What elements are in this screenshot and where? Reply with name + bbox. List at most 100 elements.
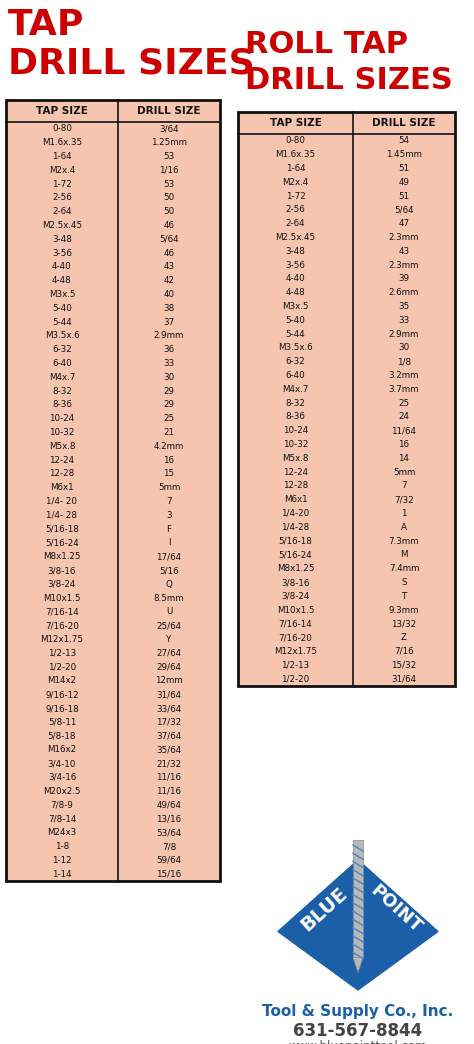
Text: 6-40: 6-40: [52, 359, 72, 367]
Text: 1/16: 1/16: [159, 166, 179, 174]
Text: 13/16: 13/16: [156, 814, 182, 824]
Text: 1-64: 1-64: [286, 164, 305, 173]
Text: 43: 43: [164, 262, 174, 271]
Text: M10x1.5: M10x1.5: [277, 606, 314, 615]
Text: A: A: [401, 523, 407, 531]
Text: M1.6x.35: M1.6x.35: [42, 138, 82, 147]
Text: 5/16-18: 5/16-18: [279, 537, 312, 546]
Text: 3-48: 3-48: [285, 246, 305, 256]
Text: 5/16-24: 5/16-24: [45, 539, 79, 547]
Text: M2x.4: M2x.4: [49, 166, 75, 174]
Text: 50: 50: [164, 193, 174, 203]
Text: 9/16-12: 9/16-12: [45, 690, 79, 699]
Text: 7: 7: [166, 497, 172, 506]
Text: 53/64: 53/64: [156, 828, 182, 837]
Text: TAP SIZE: TAP SIZE: [36, 106, 88, 116]
Text: 3-48: 3-48: [52, 235, 72, 244]
Text: 3/8-16: 3/8-16: [281, 578, 310, 587]
Bar: [353, 840, 363, 957]
Text: M2x.4: M2x.4: [283, 177, 309, 187]
Text: 631-567-8844: 631-567-8844: [293, 1022, 423, 1040]
Text: 11/16: 11/16: [156, 773, 182, 782]
Text: M8x1.25: M8x1.25: [277, 564, 314, 573]
Text: 1/8: 1/8: [397, 357, 411, 366]
Text: 31/64: 31/64: [392, 674, 417, 684]
Text: 36: 36: [164, 346, 174, 354]
Text: 1-72: 1-72: [52, 180, 72, 189]
Text: 4-48: 4-48: [286, 288, 305, 298]
Text: Tool & Supply Co., Inc.: Tool & Supply Co., Inc.: [263, 1004, 454, 1019]
Text: 1/2-20: 1/2-20: [48, 663, 76, 671]
Text: 27/64: 27/64: [156, 648, 182, 658]
Text: Y: Y: [166, 635, 172, 644]
Text: DRILL SIZES: DRILL SIZES: [8, 46, 255, 80]
Text: 9/16-18: 9/16-18: [45, 704, 79, 713]
Text: 0-80: 0-80: [52, 124, 72, 134]
Text: 2.6mm: 2.6mm: [389, 288, 419, 298]
Text: 25/64: 25/64: [156, 621, 182, 631]
Text: 30: 30: [164, 373, 174, 382]
Text: 7/32: 7/32: [394, 495, 414, 504]
Text: 5/16: 5/16: [159, 566, 179, 575]
Text: 7/16: 7/16: [394, 647, 414, 656]
Text: U: U: [166, 608, 172, 616]
Text: M20x2.5: M20x2.5: [43, 787, 81, 796]
Text: 2.9mm: 2.9mm: [154, 331, 184, 340]
Text: 7.4mm: 7.4mm: [389, 564, 419, 573]
Text: M3.5x.6: M3.5x.6: [45, 331, 79, 340]
Text: 5-44: 5-44: [52, 317, 72, 327]
Text: M3x.5: M3x.5: [282, 302, 309, 311]
Text: 10-24: 10-24: [283, 426, 308, 435]
Polygon shape: [353, 957, 363, 973]
Text: POINT: POINT: [367, 882, 425, 936]
Text: M2.5x.45: M2.5x.45: [275, 233, 316, 242]
Text: 40: 40: [164, 290, 174, 299]
Text: 5/64: 5/64: [159, 235, 179, 244]
Text: M10x1.5: M10x1.5: [43, 594, 81, 602]
Text: 6-40: 6-40: [286, 371, 305, 380]
Text: 2.9mm: 2.9mm: [389, 330, 419, 338]
Text: 31/64: 31/64: [156, 690, 182, 699]
Text: 12-24: 12-24: [283, 468, 308, 477]
Text: 7/8-9: 7/8-9: [51, 801, 73, 809]
Text: TAP: TAP: [8, 8, 84, 42]
Text: M12x1.75: M12x1.75: [40, 635, 83, 644]
Text: 51: 51: [399, 192, 410, 200]
Text: 33: 33: [164, 359, 174, 367]
Text: 59/64: 59/64: [156, 856, 182, 864]
Text: ROLL TAP: ROLL TAP: [245, 30, 408, 60]
Text: M4x.7: M4x.7: [283, 385, 309, 394]
Text: 12-28: 12-28: [49, 470, 74, 478]
Text: 43: 43: [399, 246, 410, 256]
Text: DRILL SIZES: DRILL SIZES: [245, 66, 453, 95]
Text: www.bluepointtool.com: www.bluepointtool.com: [289, 1040, 427, 1044]
Text: 1/2-13: 1/2-13: [282, 661, 310, 670]
Text: 1-14: 1-14: [52, 870, 72, 879]
Text: 7/16-20: 7/16-20: [279, 634, 312, 642]
Text: 2-64: 2-64: [52, 207, 72, 216]
Text: 3/8-24: 3/8-24: [281, 592, 310, 600]
Text: 1/2-13: 1/2-13: [48, 648, 76, 658]
Text: 10-32: 10-32: [283, 440, 308, 449]
Text: Q: Q: [165, 579, 173, 589]
Text: 1/2-20: 1/2-20: [282, 674, 310, 684]
Text: 15/32: 15/32: [392, 661, 417, 670]
Text: 33/64: 33/64: [156, 704, 182, 713]
Text: 17/32: 17/32: [156, 718, 182, 727]
Text: 2.3mm: 2.3mm: [389, 233, 419, 242]
Text: 16: 16: [399, 440, 410, 449]
Text: 25: 25: [164, 414, 174, 423]
Text: 7/8: 7/8: [162, 843, 176, 851]
Text: 13/32: 13/32: [392, 619, 417, 628]
Text: M4x.7: M4x.7: [49, 373, 75, 382]
Text: 17/64: 17/64: [156, 552, 182, 562]
Text: M6x1: M6x1: [283, 495, 307, 504]
Text: 25: 25: [399, 399, 410, 407]
Text: 2-56: 2-56: [52, 193, 72, 203]
Text: 5/16-24: 5/16-24: [279, 550, 312, 560]
Text: 12-28: 12-28: [283, 481, 308, 491]
Text: BLUE: BLUE: [297, 884, 351, 935]
Text: 8.5mm: 8.5mm: [154, 594, 184, 602]
Text: M16x2: M16x2: [47, 745, 77, 755]
Text: 21/32: 21/32: [156, 759, 182, 768]
